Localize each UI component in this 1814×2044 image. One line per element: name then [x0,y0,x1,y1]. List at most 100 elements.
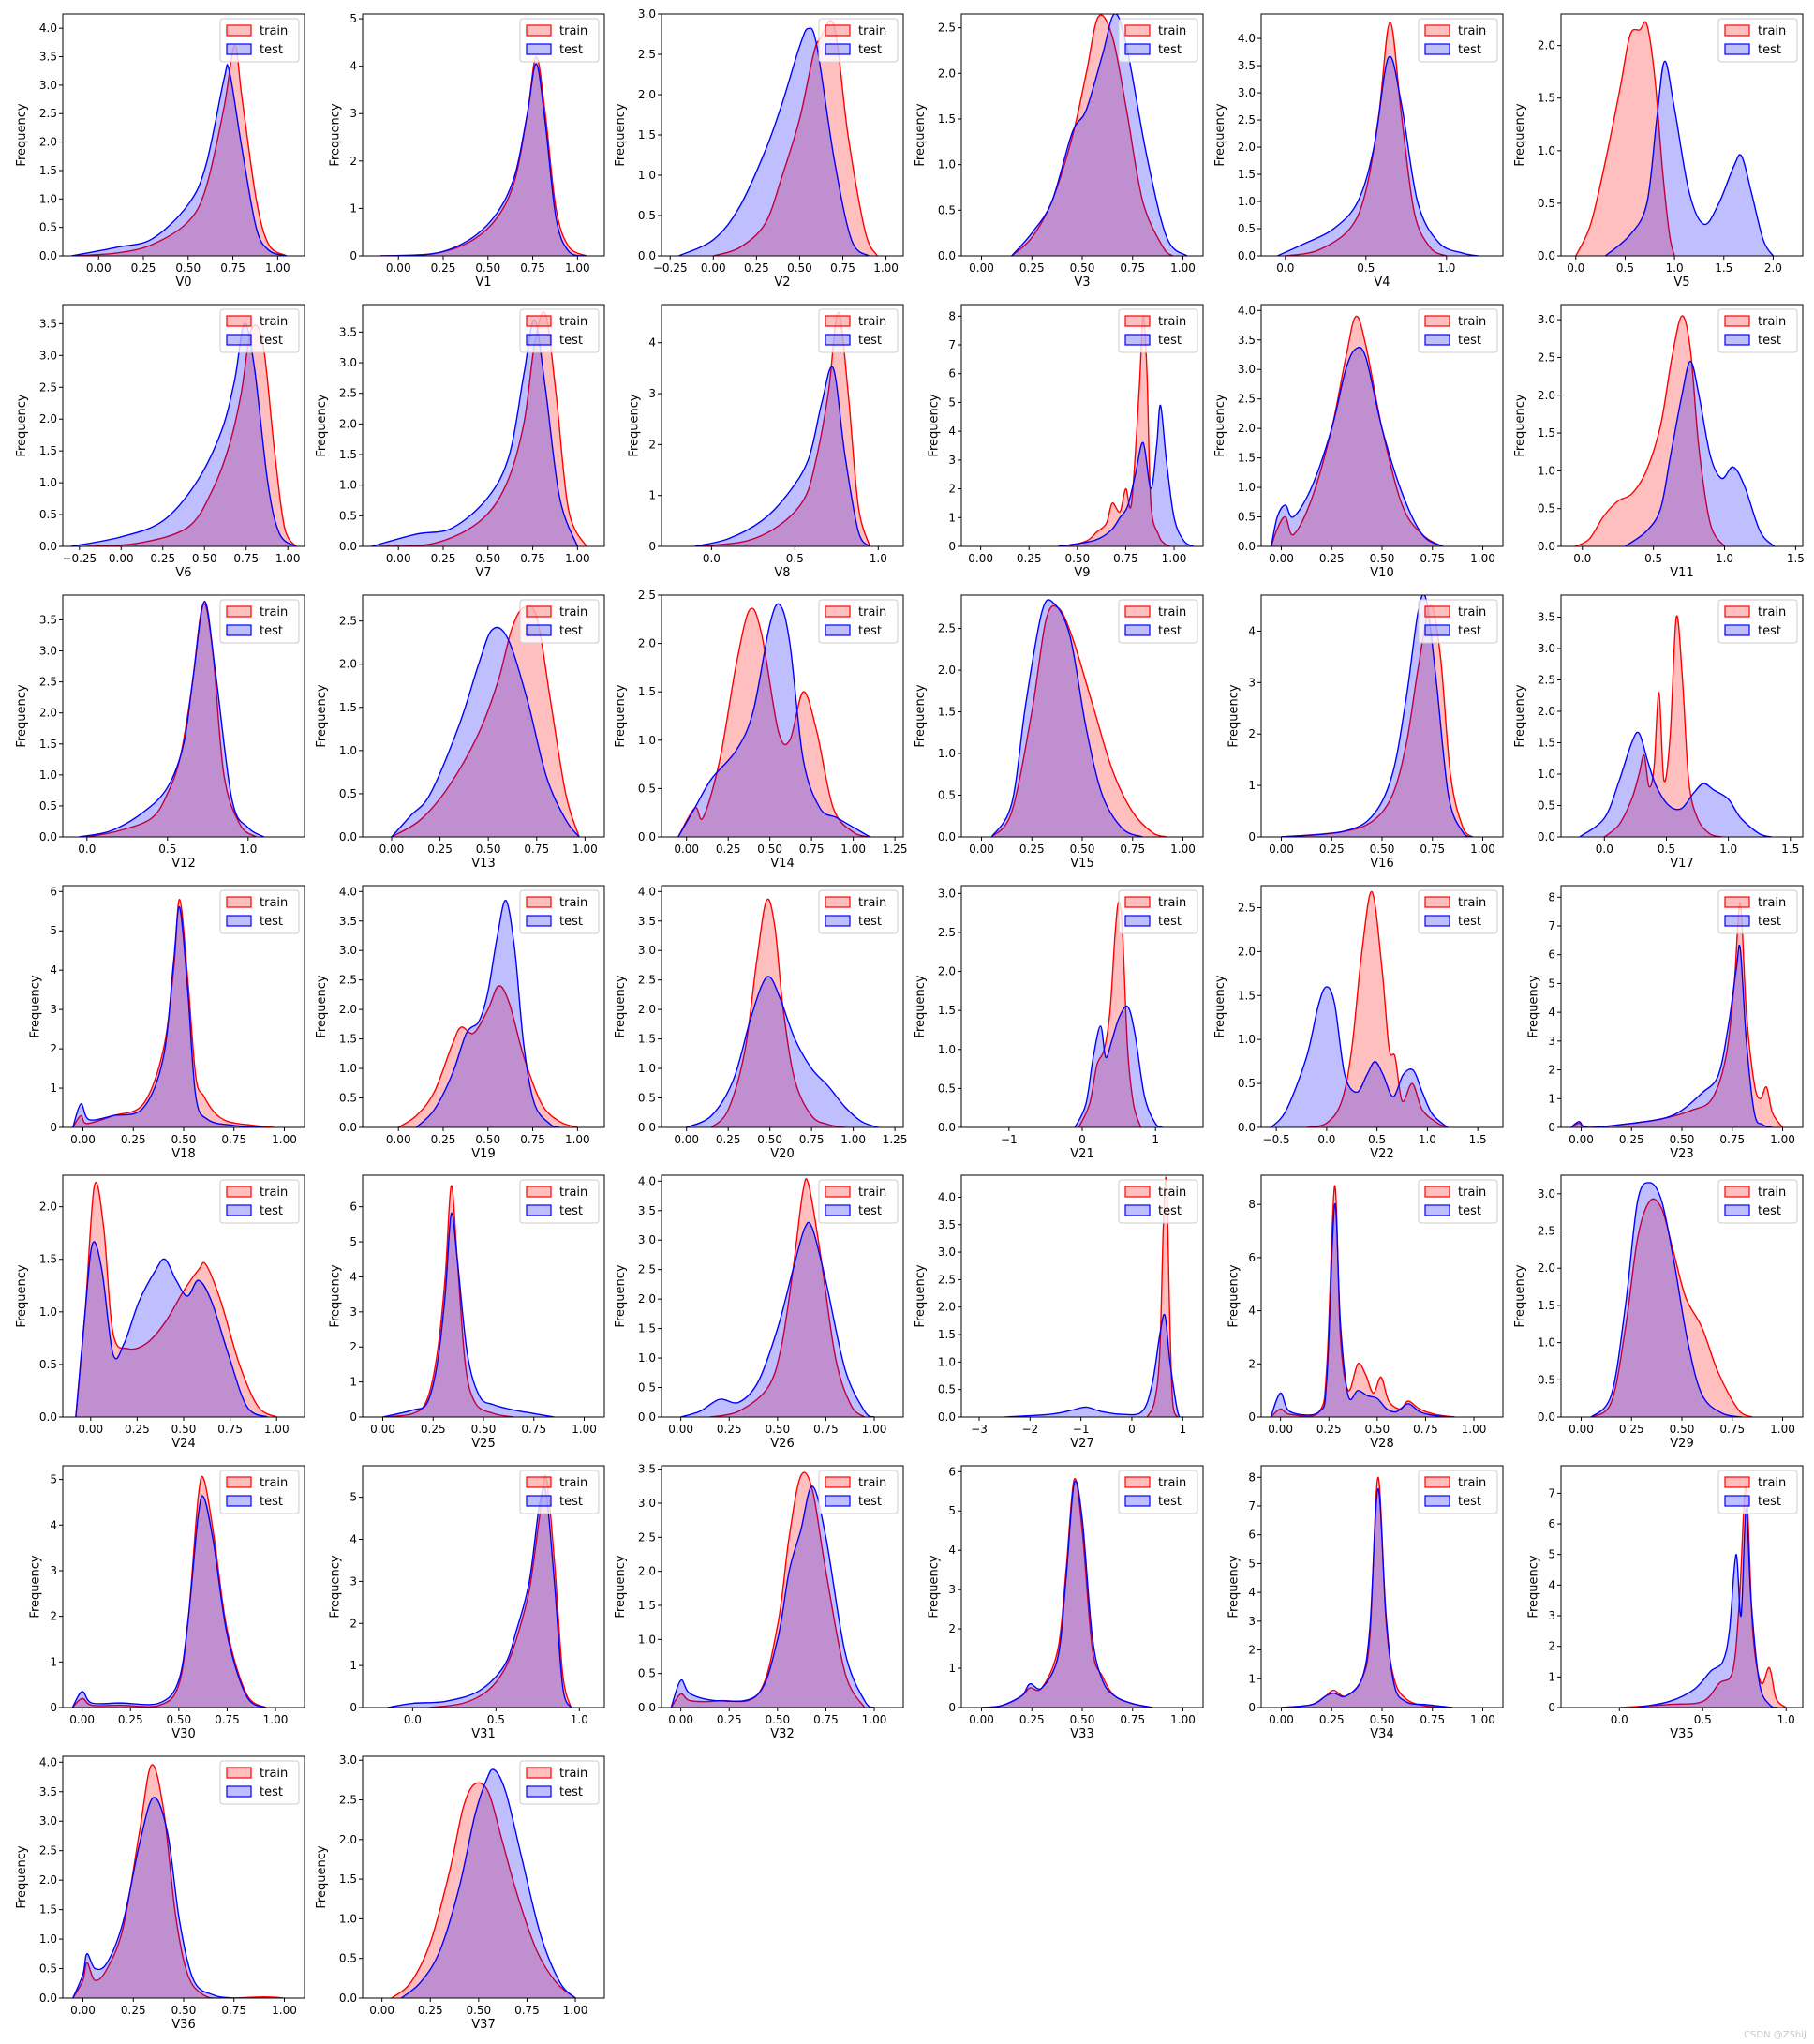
legend-box [1418,1179,1498,1224]
y-tick-label: 7 [1548,919,1555,932]
legend-box [219,308,300,353]
test-density-line [680,1221,875,1417]
test-density-curve [1579,731,1773,837]
subplot-v6: −0.25 0.00 0.25 0.50 0.75 1.00 0.0 0.5 1.0 1.5 2.0… [15,304,305,580]
y-tick-label: 0.5 [638,782,656,795]
legend-box [1418,1470,1498,1514]
x-tick-label: −1 [1073,1423,1090,1436]
test-density-line [71,64,288,256]
subplot-v29: 0.00 0.25 0.50 0.75 1.00 0.0 0.5 1.0 1.5 2.0 2.5 3.… [1513,1174,1804,1451]
legend-box [1717,18,1798,63]
legend-swatch-train [226,315,252,327]
y-tick-label: 4 [50,1518,57,1531]
legend-swatch-train [226,1186,252,1198]
y-tick-label: 2.0 [1538,705,1555,718]
train-density-line [1603,615,1723,837]
x-tick-label: 0.75 [520,552,545,565]
legend-box [219,1470,300,1514]
x-tick-label: 0.50 [1670,1423,1695,1436]
test-density-fill [72,1797,234,1998]
legend-label-train: train [858,24,886,38]
y-tick-label: 5 [349,12,357,25]
y-tick-label: 1.0 [938,1043,956,1056]
y-tick-label: 1.0 [39,476,57,489]
test-density-line [380,63,587,256]
y-axis-label: Frequency [1513,103,1527,166]
test-density-curve [380,63,587,256]
legend-label-test: test [858,915,882,929]
legend: train test [1717,1179,1798,1224]
legend-label-test: test [559,43,583,57]
x-tick-label: 0.75 [233,552,259,565]
subplot-v15: 0.00 0.25 0.50 0.75 1.00 0.0 0.5 1.0 1.5 2.0 2.5 V1… [914,594,1204,871]
y-tick-label: 1.5 [638,1599,656,1612]
y-tick-label: 4 [1248,1305,1256,1318]
y-tick-label: 0.5 [1238,1077,1256,1090]
y-tick-label: 1.5 [938,1004,956,1017]
y-tick-label: 4.0 [39,1755,57,1768]
y-tick-label: 3.0 [1238,363,1256,376]
legend-swatch-train [1424,24,1450,37]
x-axis-label: V26 [770,1437,794,1451]
y-tick-label: 0.0 [1538,540,1555,553]
train-density-fill [72,899,275,1127]
subplot-v32: 0.00 0.25 0.50 0.75 1.00 0.0 0.5 1.0 1.5 2.0 2.5 3.… [614,1463,904,1741]
y-tick-label: 0.0 [938,1121,956,1134]
test-density-fill [677,604,870,837]
legend: train test [219,1470,300,1514]
y-tick-label: 4 [1548,1578,1555,1591]
y-tick-label: 1 [948,511,956,524]
x-tick-label: −0.5 [1263,1133,1290,1146]
legend-swatch-test [825,915,851,927]
y-tick-label: 2.0 [39,136,57,149]
train-density-fill [71,45,287,256]
test-density-line [71,1495,267,1708]
y-tick-label: 1 [349,201,357,215]
train-density-fill [75,1182,277,1417]
train-density-fill [87,324,297,546]
x-axis-label: V15 [1070,857,1093,871]
legend: train test [1118,308,1198,353]
y-tick-label: 1.5 [1538,1299,1555,1312]
test-density-fill [1058,405,1194,546]
x-axis-label: V4 [1374,276,1390,290]
legend-label-test: test [1458,624,1481,638]
test-density-line [694,366,870,546]
y-tick-label: 3.0 [39,349,57,362]
train-density-line [1306,890,1449,1127]
x-tick-label: 0.25 [1017,552,1042,565]
legend-label-train: train [260,1476,288,1490]
x-tick-label: 1.00 [565,552,590,565]
y-tick-label: 0 [948,1701,956,1714]
y-axis-label: Frequency [614,1264,628,1327]
x-axis-label: V11 [1670,566,1693,580]
axes-frame [661,594,904,838]
legend-label-test: test [858,43,882,57]
y-tick-label: 1.5 [938,112,956,126]
y-tick-label: 4 [349,1270,357,1283]
subplot-v24: 0.00 0.25 0.50 0.75 1.00 0.0 0.5 1.0 1.5 2.0 V24 Fr… [15,1174,305,1451]
y-tick-label: 1.0 [1538,768,1555,781]
axes-frame [960,1174,1204,1418]
subplot-v23: 0.00 0.25 0.50 0.75 1.00 0 1 2 3 4 5 6 7 8 V23 Frequenc… [1527,885,1804,1161]
y-tick-label: 2 [948,483,956,496]
x-tick-label: 0.25 [744,261,769,275]
y-tick-label: 3 [1548,1609,1555,1622]
x-tick-label: 0.00 [109,552,134,565]
y-axis-label: Frequency [329,1555,343,1618]
legend-box [1118,599,1198,644]
legend-label-test: test [1158,624,1182,638]
y-tick-label: 1.5 [39,444,57,457]
test-density-fill [1004,1314,1183,1417]
train-density-fill [382,1186,514,1417]
x-tick-label: 0.50 [1370,843,1395,856]
test-density-fill [382,1213,555,1417]
train-density-fill [1067,316,1170,546]
train-density-curve [1574,315,1726,546]
y-tick-label: 4 [349,1533,357,1546]
legend-swatch-train [526,1767,552,1779]
y-axis-label: Frequency [29,975,43,1037]
x-tick-label: 0.25 [121,2004,146,2017]
legend-box [1118,1179,1198,1224]
y-tick-label: 6 [1248,1529,1256,1542]
